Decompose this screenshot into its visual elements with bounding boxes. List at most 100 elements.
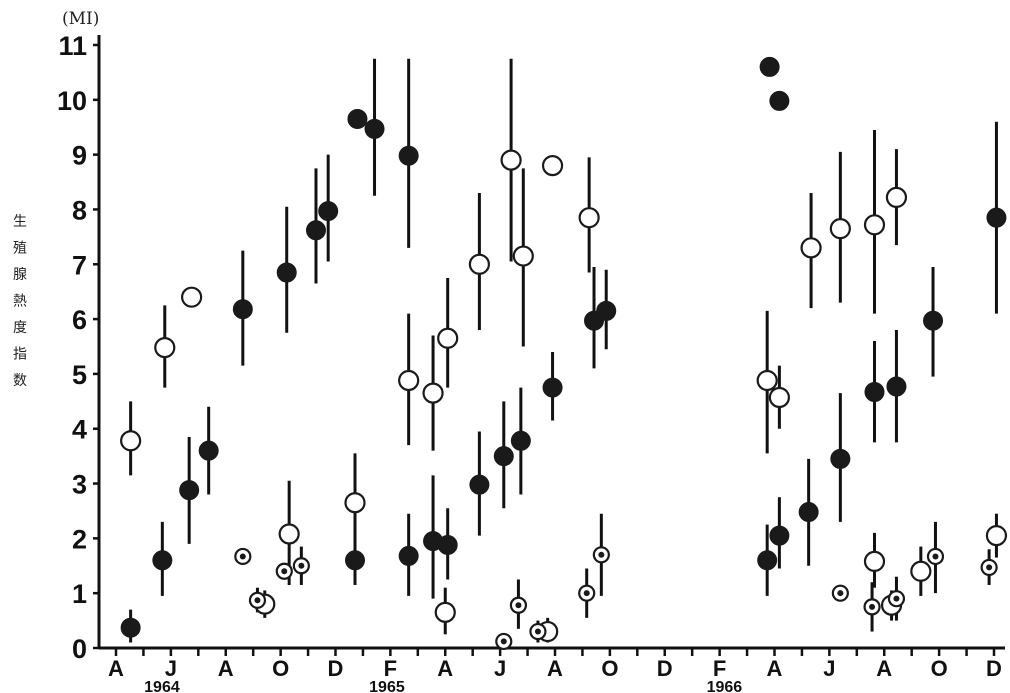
- point-dotted-center: [932, 553, 939, 560]
- y-tick-label: 11: [58, 31, 87, 61]
- y-axis-ticks: 0 1 2 3 4 5 6 7 8 9 10 11: [57, 31, 99, 664]
- point-open: [768, 386, 790, 409]
- y-axis-label-char: 数: [13, 373, 27, 389]
- y-tick-label: 5: [72, 360, 87, 390]
- x-tick-label: F: [713, 656, 726, 681]
- point-open: [468, 253, 490, 275]
- point-dotted-center: [583, 590, 590, 597]
- point-filled: [923, 310, 944, 331]
- point-filled: [830, 448, 851, 469]
- point-filled: [769, 90, 790, 111]
- y-axis-label-char: 殖: [13, 240, 27, 257]
- point-open: [422, 382, 444, 404]
- x-tick-label: D: [986, 656, 1002, 681]
- point-filled: [179, 480, 200, 501]
- point-open: [120, 430, 142, 452]
- point-filled: [596, 300, 617, 321]
- y-tick-label: 1: [72, 579, 87, 609]
- y-axis-label-char: 度: [13, 320, 27, 336]
- point-dotted-center: [534, 628, 541, 635]
- y-tick-label: 7: [72, 250, 87, 280]
- x-tick-label: J: [494, 656, 506, 681]
- point-open: [437, 327, 459, 349]
- point-dotted-center: [254, 597, 261, 604]
- point-filled: [986, 207, 1007, 228]
- point-open: [398, 369, 420, 392]
- point-filled: [198, 440, 219, 461]
- point-filled: [493, 446, 514, 467]
- x-tick-label: O: [601, 656, 618, 681]
- y-tick-label: 0: [72, 634, 87, 664]
- point-open: [578, 207, 600, 229]
- point-dotted-center: [500, 638, 507, 645]
- point-filled: [152, 550, 173, 571]
- point-open: [756, 369, 778, 392]
- point-open: [829, 218, 851, 240]
- point-open: [885, 186, 908, 208]
- point-open: [512, 245, 534, 267]
- y-axis-label-char: 指: [13, 347, 27, 363]
- y-tick-label: 10: [57, 86, 87, 116]
- y-axis-label-char: 生: [13, 214, 27, 230]
- point-open: [800, 237, 822, 259]
- x-tick-label: A: [767, 656, 783, 681]
- point-dotted-center: [893, 595, 900, 602]
- axes: [97, 35, 1005, 650]
- y-tick-label: 4: [72, 415, 87, 445]
- year-labels: 1964 1965 1966: [144, 679, 742, 693]
- point-filled: [364, 118, 385, 139]
- point-filled: [542, 377, 563, 398]
- point-filled: [469, 474, 490, 495]
- y-tick-label: 2: [72, 524, 87, 554]
- point-filled: [347, 109, 368, 130]
- x-tick-label: O: [272, 656, 289, 681]
- point-filled: [886, 376, 907, 397]
- point-open: [541, 155, 564, 177]
- point-filled: [769, 525, 790, 546]
- y-tick-label: 3: [72, 470, 87, 500]
- x-tick-label: A: [437, 656, 453, 681]
- point-filled: [398, 145, 419, 166]
- x-tick-label: J: [165, 656, 177, 681]
- point-open: [344, 492, 366, 514]
- y-axis-label-char: 腺: [13, 267, 27, 283]
- year-label: 1965: [369, 679, 405, 693]
- data-markers: [120, 56, 1008, 651]
- point-open: [500, 149, 522, 171]
- point-open: [154, 336, 176, 359]
- point-filled: [437, 534, 458, 555]
- point-filled: [759, 56, 780, 77]
- point-filled: [232, 299, 253, 320]
- point-open: [863, 214, 886, 236]
- x-tick-label: A: [218, 656, 234, 681]
- x-tick-label: A: [876, 656, 892, 681]
- point-dotted-center: [986, 564, 993, 571]
- y-axis-label-char: 熱: [13, 294, 27, 310]
- point-filled: [398, 545, 419, 566]
- point-dotted-center: [239, 553, 246, 560]
- point-open: [863, 550, 886, 572]
- point-filled: [120, 617, 141, 638]
- x-tick-label: J: [823, 656, 835, 681]
- point-filled: [864, 381, 885, 402]
- point-filled: [757, 550, 778, 571]
- y-unit-label: (MI): [62, 9, 99, 29]
- point-open: [985, 525, 1008, 547]
- x-tick-label: A: [108, 656, 124, 681]
- point-dotted-center: [869, 603, 876, 610]
- point-filled: [510, 430, 531, 451]
- y-tick-label: 9: [72, 141, 87, 171]
- year-label: 1964: [144, 679, 180, 693]
- point-dotted-center: [281, 568, 288, 575]
- y-tick-label: 8: [72, 195, 87, 225]
- point-filled: [305, 220, 326, 241]
- x-tick-label: A: [547, 656, 563, 681]
- point-dotted-center: [598, 551, 605, 558]
- point-filled: [345, 550, 366, 571]
- point-open: [910, 560, 932, 582]
- x-tick-label: F: [384, 656, 397, 681]
- point-dotted-center: [298, 562, 305, 569]
- x-tick-label: D: [657, 656, 673, 681]
